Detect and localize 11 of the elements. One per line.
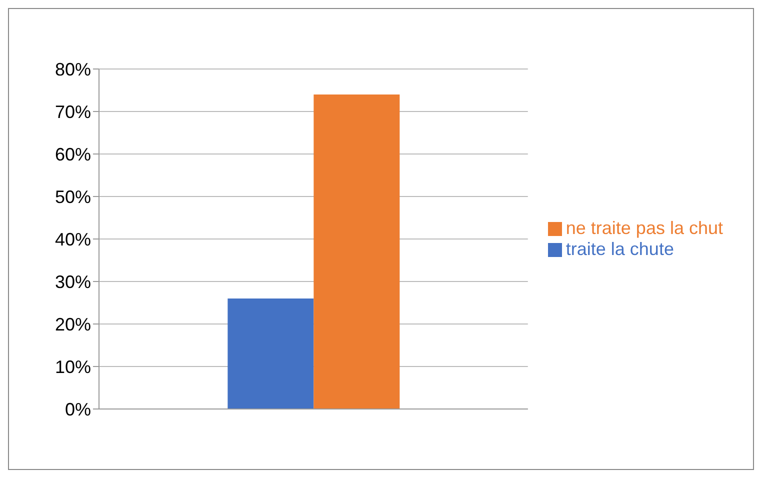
legend-label: traite la chute [566, 239, 674, 259]
y-tick-label: 50% [54, 186, 91, 207]
y-tick-label: 80% [54, 59, 91, 80]
y-tick-label: 10% [54, 356, 91, 377]
y-tick-label: 0% [64, 399, 91, 420]
y-tick-label: 20% [54, 314, 91, 334]
y-tick-label: 60% [54, 144, 91, 164]
legend-label: ne traite pas la chut [566, 218, 723, 238]
y-tick-label: 40% [54, 229, 91, 250]
y-tick-label: 30% [54, 272, 91, 292]
y-tick-label: 70% [54, 102, 91, 122]
